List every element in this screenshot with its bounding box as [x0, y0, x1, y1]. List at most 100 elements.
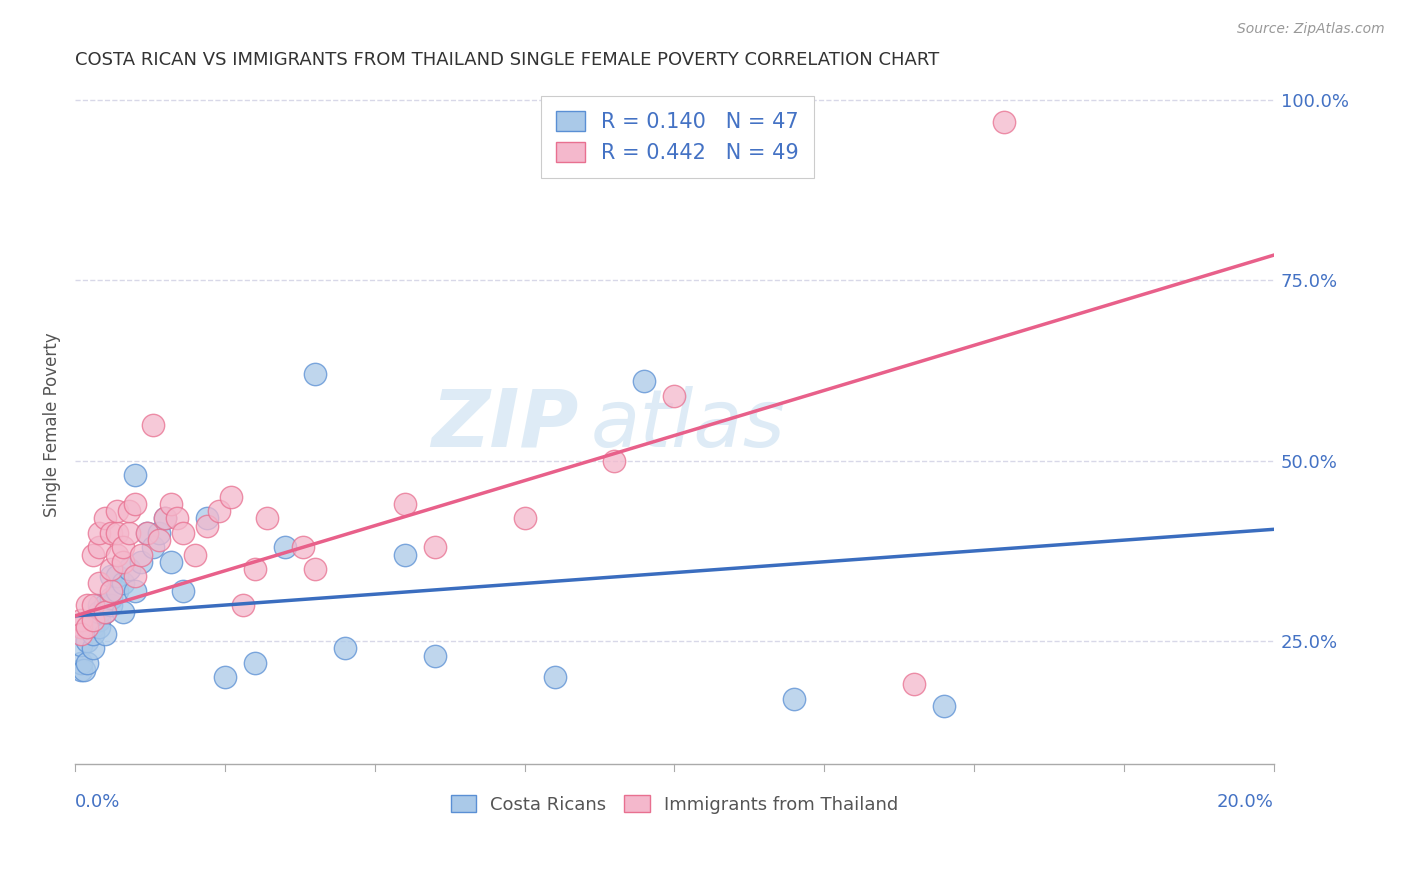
- Point: [82, 598, 104, 612]
- Point: [394, 548, 416, 562]
- Point: [291, 541, 314, 555]
- Point: [82, 620, 104, 634]
- Point: [87, 525, 110, 540]
- Text: atlas: atlas: [591, 385, 786, 464]
- Point: [100, 562, 122, 576]
- Point: [82, 613, 104, 627]
- Point: [148, 525, 170, 540]
- Point: [243, 656, 266, 670]
- Point: [333, 641, 356, 656]
- Point: [160, 497, 183, 511]
- Point: [153, 511, 176, 525]
- Text: 0.0%: 0.0%: [75, 793, 121, 811]
- Point: [232, 598, 254, 612]
- Point: [664, 389, 686, 403]
- Point: [100, 569, 122, 583]
- Point: [160, 555, 183, 569]
- Point: [82, 613, 104, 627]
- Point: [73, 663, 96, 677]
- Point: [993, 114, 1015, 128]
- Point: [783, 691, 806, 706]
- Point: [111, 576, 134, 591]
- Legend: Costa Ricans, Immigrants from Thailand: Costa Ricans, Immigrants from Thailand: [441, 786, 907, 822]
- Point: [934, 699, 956, 714]
- Point: [94, 605, 117, 619]
- Point: [423, 541, 446, 555]
- Point: [129, 548, 152, 562]
- Point: [87, 620, 110, 634]
- Point: [82, 548, 104, 562]
- Point: [172, 583, 194, 598]
- Point: [166, 511, 188, 525]
- Point: [136, 525, 159, 540]
- Point: [195, 518, 218, 533]
- Point: [111, 541, 134, 555]
- Point: [142, 541, 165, 555]
- Point: [124, 497, 146, 511]
- Point: [105, 583, 128, 598]
- Point: [903, 677, 925, 691]
- Point: [100, 598, 122, 612]
- Point: [243, 562, 266, 576]
- Point: [129, 555, 152, 569]
- Point: [124, 468, 146, 483]
- Point: [195, 511, 218, 525]
- Point: [148, 533, 170, 548]
- Point: [87, 613, 110, 627]
- Point: [633, 375, 655, 389]
- Point: [304, 367, 326, 381]
- Point: [105, 548, 128, 562]
- Point: [105, 504, 128, 518]
- Point: [76, 620, 98, 634]
- Point: [111, 605, 134, 619]
- Point: [142, 417, 165, 432]
- Point: [76, 634, 98, 648]
- Text: COSTA RICAN VS IMMIGRANTS FROM THAILAND SINGLE FEMALE POVERTY CORRELATION CHART: COSTA RICAN VS IMMIGRANTS FROM THAILAND …: [75, 51, 939, 69]
- Point: [94, 598, 117, 612]
- Y-axis label: Single Female Poverty: Single Female Poverty: [44, 333, 60, 517]
- Point: [100, 583, 122, 598]
- Point: [94, 511, 117, 525]
- Point: [105, 525, 128, 540]
- Point: [513, 511, 536, 525]
- Point: [153, 511, 176, 525]
- Point: [87, 541, 110, 555]
- Point: [105, 569, 128, 583]
- Point: [256, 511, 278, 525]
- Point: [118, 562, 141, 576]
- Point: [100, 591, 122, 605]
- Point: [70, 620, 93, 634]
- Point: [82, 641, 104, 656]
- Point: [87, 598, 110, 612]
- Point: [304, 562, 326, 576]
- Point: [118, 525, 141, 540]
- Point: [219, 490, 242, 504]
- Point: [94, 627, 117, 641]
- Point: [76, 620, 98, 634]
- Point: [124, 569, 146, 583]
- Point: [76, 598, 98, 612]
- Point: [70, 663, 93, 677]
- Point: [214, 670, 236, 684]
- Point: [208, 504, 231, 518]
- Point: [111, 555, 134, 569]
- Point: [118, 504, 141, 518]
- Point: [76, 656, 98, 670]
- Point: [172, 525, 194, 540]
- Point: [184, 548, 207, 562]
- Point: [543, 670, 565, 684]
- Point: [70, 627, 93, 641]
- Point: [394, 497, 416, 511]
- Point: [94, 605, 117, 619]
- Point: [70, 613, 93, 627]
- Point: [87, 576, 110, 591]
- Point: [100, 525, 122, 540]
- Point: [70, 638, 93, 652]
- Point: [603, 454, 626, 468]
- Text: Source: ZipAtlas.com: Source: ZipAtlas.com: [1237, 22, 1385, 37]
- Point: [274, 541, 297, 555]
- Point: [124, 583, 146, 598]
- Text: 20.0%: 20.0%: [1218, 793, 1274, 811]
- Point: [136, 525, 159, 540]
- Text: ZIP: ZIP: [432, 385, 578, 464]
